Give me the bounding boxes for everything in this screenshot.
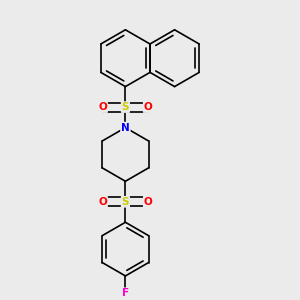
Text: S: S	[122, 197, 129, 207]
Text: O: O	[98, 102, 107, 112]
Text: F: F	[122, 288, 129, 298]
Text: O: O	[144, 102, 152, 112]
Text: O: O	[98, 197, 107, 207]
Text: S: S	[122, 102, 129, 112]
Text: O: O	[144, 197, 152, 207]
Text: N: N	[121, 123, 130, 133]
